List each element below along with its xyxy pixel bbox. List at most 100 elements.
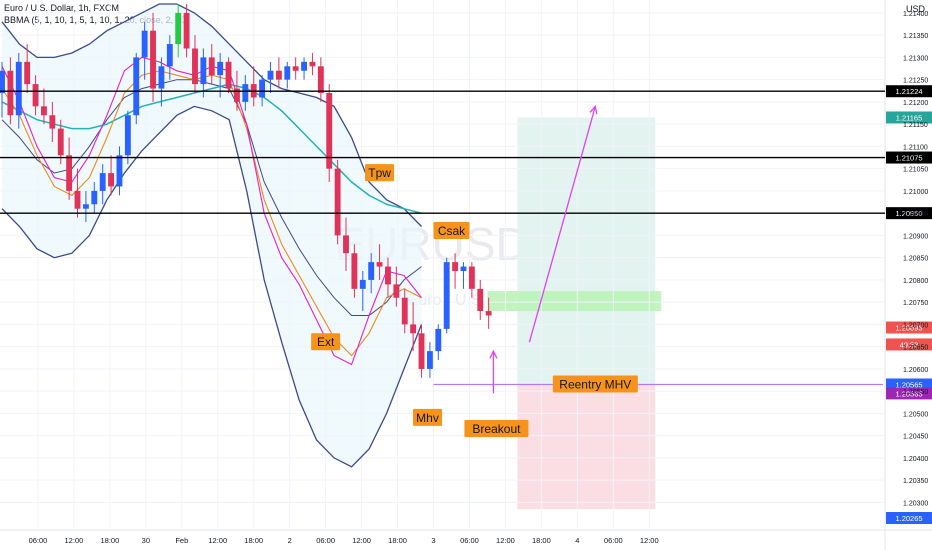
price-tick-label: 1.20400: [903, 456, 928, 463]
price-tick-label: 1.20800: [903, 278, 928, 285]
annotation-box: [365, 164, 395, 182]
annotation-box: [464, 419, 529, 437]
price-tick-label: 1.20500: [903, 411, 928, 418]
candle-body: [108, 173, 115, 187]
price-tag-label: 1.21165: [896, 113, 923, 122]
candle-body: [32, 84, 39, 107]
price-tick-label: 1.20450: [903, 434, 928, 441]
candle-body: [183, 12, 190, 49]
annotation-box: [413, 408, 443, 426]
price-tick-label: 1.21350: [903, 33, 928, 40]
target-zone: [517, 117, 656, 385]
price-tag: [886, 387, 932, 400]
time-axis: 06:00 12:00 18:00 30 Feb 12:00 18:00 2 06:00 12:0…: [29, 536, 659, 545]
indicator-legend[interactable]: BBMA (5, 1, 10, 1, 5, 1, 10, 1, 20, clos…: [4, 15, 189, 25]
time-tick-label: 18:00: [388, 536, 407, 545]
price-tick-label: 1.21400: [903, 11, 928, 18]
candle-body: [99, 173, 106, 191]
time-tick-label: 12:00: [496, 536, 515, 545]
price-tick-label: 1.21250: [903, 78, 928, 85]
time-tick-label: 06:00: [29, 536, 48, 545]
arrow-head: [489, 349, 498, 359]
time-tick-label: 2: [288, 536, 292, 545]
annotation-box: [433, 221, 470, 239]
annotations-layer: Tpw Csak Ext Mhv Breakout Reentry MHV: [311, 104, 638, 437]
level-price-tag: [886, 85, 932, 98]
candle-body: [200, 57, 207, 85]
price-tick-label: 1.21100: [903, 144, 928, 151]
time-tick-label: 12:00: [65, 536, 84, 545]
annotation-label: Csak: [438, 224, 466, 238]
price-tick-label: 1.20750: [903, 300, 928, 307]
candle-body: [443, 262, 450, 329]
candle-body: [82, 204, 89, 209]
candle-body: [166, 44, 173, 67]
candle-body: [175, 12, 182, 45]
price-tick-label: 1.20600: [903, 367, 928, 374]
annotation-box: [552, 375, 638, 393]
level-price-tag: [886, 151, 932, 164]
candle-body: [133, 57, 140, 116]
candle-body: [124, 115, 131, 156]
candles-layer: [0, 4, 492, 378]
time-tick-label: 4: [575, 536, 579, 545]
candle-body: [393, 284, 400, 298]
bb-upper-line: [1, 3, 422, 227]
price-tag-label: 1.20565: [895, 389, 922, 398]
stop-zone: [517, 384, 656, 510]
candle-body: [208, 57, 215, 76]
bb-lower-line: [1, 105, 423, 468]
candle-body: [0, 70, 5, 94]
arrow-line: [528, 106, 596, 343]
candle-body: [301, 61, 307, 71]
candle-body: [418, 333, 425, 369]
horizontal-levels: 1.21224 1.21075 1.20950 1.21165 1.20693 49:53…: [0, 85, 932, 524]
candle-body: [57, 128, 64, 156]
annotation-label: Breakout: [472, 422, 521, 436]
annotation-label: Reentry MHV: [559, 377, 631, 391]
time-tick-label: 12:00: [640, 536, 659, 545]
candle-body: [385, 266, 391, 285]
candle-body: [275, 70, 282, 80]
candle-body: [309, 61, 316, 67]
chart-symbol-title[interactable]: Euro / U.S. Dollar, 1h, FXCM: [4, 3, 120, 13]
price-tag-label: 1.20565: [895, 380, 922, 389]
annotation-box: [311, 333, 341, 351]
candle-body: [351, 253, 358, 289]
candle-body: [343, 235, 349, 254]
candle-body: [368, 262, 375, 280]
time-tick-label: 18:00: [244, 536, 263, 545]
price-tick-label: 1.20850: [903, 256, 928, 263]
price-tag: [886, 321, 932, 334]
level-price-label: 1.21224: [895, 87, 922, 96]
time-tick-label: 06:00: [316, 536, 335, 545]
level-price-label: 1.20950: [895, 209, 922, 218]
candle-body: [141, 30, 148, 58]
level-price-tag: [886, 207, 932, 220]
time-tick-label: 3: [431, 536, 435, 545]
price-tick-label: 1.20650: [903, 345, 928, 352]
candle-body: [452, 262, 459, 272]
candle-body: [15, 61, 22, 116]
candle-body: [24, 61, 31, 85]
candle-body: [317, 66, 324, 94]
time-tick-label: 06:00: [460, 536, 479, 545]
candle-body: [477, 288, 484, 312]
candle-body: [41, 106, 47, 116]
candle-body: [192, 48, 198, 85]
candle-body: [468, 266, 475, 289]
time-tick-label: Feb: [175, 536, 188, 545]
price-tick-label: 1.20950: [903, 211, 928, 218]
annotation-label: Ext: [317, 335, 335, 349]
candle-body: [359, 279, 366, 289]
candle-body: [116, 155, 123, 187]
price-tick-label: 1.21050: [903, 167, 928, 174]
candle-body: [7, 70, 14, 116]
candle-body: [460, 266, 467, 272]
annotation-label: Mhv: [416, 411, 439, 425]
candle-body: [410, 324, 417, 334]
price-tag: [886, 338, 932, 351]
time-tick-label: 06:00: [604, 536, 623, 545]
candle-body: [292, 66, 299, 71]
